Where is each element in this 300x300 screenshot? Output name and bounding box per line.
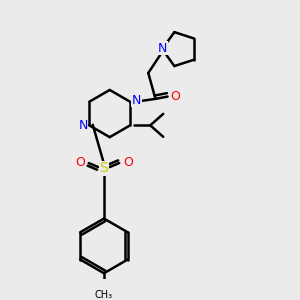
Text: N: N (78, 119, 88, 132)
Text: S: S (100, 161, 108, 175)
Text: O: O (123, 156, 133, 169)
Text: O: O (171, 90, 181, 103)
Text: O: O (75, 156, 85, 169)
Text: CH₃: CH₃ (95, 290, 113, 300)
Text: N: N (132, 94, 141, 107)
Text: N: N (158, 42, 167, 55)
